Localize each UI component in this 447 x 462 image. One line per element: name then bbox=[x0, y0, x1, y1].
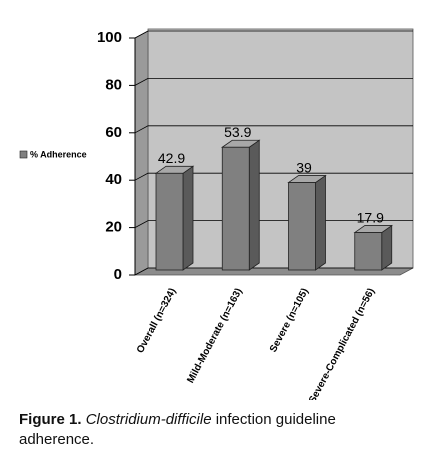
y-tick-label: 100 bbox=[97, 29, 122, 46]
data-label: 53.9 bbox=[224, 124, 251, 140]
bar-side bbox=[381, 224, 393, 271]
bar-side bbox=[182, 165, 194, 271]
y-tick-label: 80 bbox=[105, 76, 122, 93]
y-tick-label: 40 bbox=[105, 171, 122, 188]
bar-side bbox=[315, 174, 326, 271]
bar-side bbox=[248, 139, 260, 271]
bar bbox=[288, 182, 316, 271]
x-tick-label: Mild-Moderate (n=163) bbox=[185, 286, 244, 385]
data-label: 17.9 bbox=[357, 209, 384, 225]
caption-text: infection guideline adherence. bbox=[19, 411, 336, 448]
y-tick-label: 20 bbox=[105, 219, 122, 236]
legend-label: % Adherence bbox=[30, 149, 87, 159]
grid-line bbox=[134, 172, 413, 181]
grid-line bbox=[134, 267, 413, 276]
grid-line bbox=[134, 78, 413, 86]
caption-italic: Clostridium-difficile bbox=[85, 411, 212, 428]
bar bbox=[354, 232, 383, 271]
caption: Figure 1. Clostridium-difficile infectio… bbox=[19, 410, 379, 450]
data-label: 42.9 bbox=[158, 150, 185, 166]
x-tick-label: Overall (n=324) bbox=[135, 286, 179, 355]
y-tick-label: 60 bbox=[105, 124, 122, 141]
x-tick-label: Severe (n=105) bbox=[268, 286, 311, 354]
data-label: 39 bbox=[296, 159, 312, 175]
chart: 0 20 40 60 80 100 42.9 Overall (n=324) 53.9 Mild-… bbox=[19, 28, 414, 400]
y-tick-label: 0 bbox=[114, 266, 122, 283]
side-wall bbox=[134, 30, 149, 276]
x-tick-label: Severe-Complicated (n=56) bbox=[307, 286, 377, 400]
grid-line bbox=[134, 125, 413, 134]
caption-label: Figure 1. bbox=[19, 411, 82, 428]
bar bbox=[155, 172, 184, 271]
bar bbox=[221, 146, 250, 271]
grid-line bbox=[134, 30, 413, 39]
legend-swatch bbox=[19, 150, 28, 159]
